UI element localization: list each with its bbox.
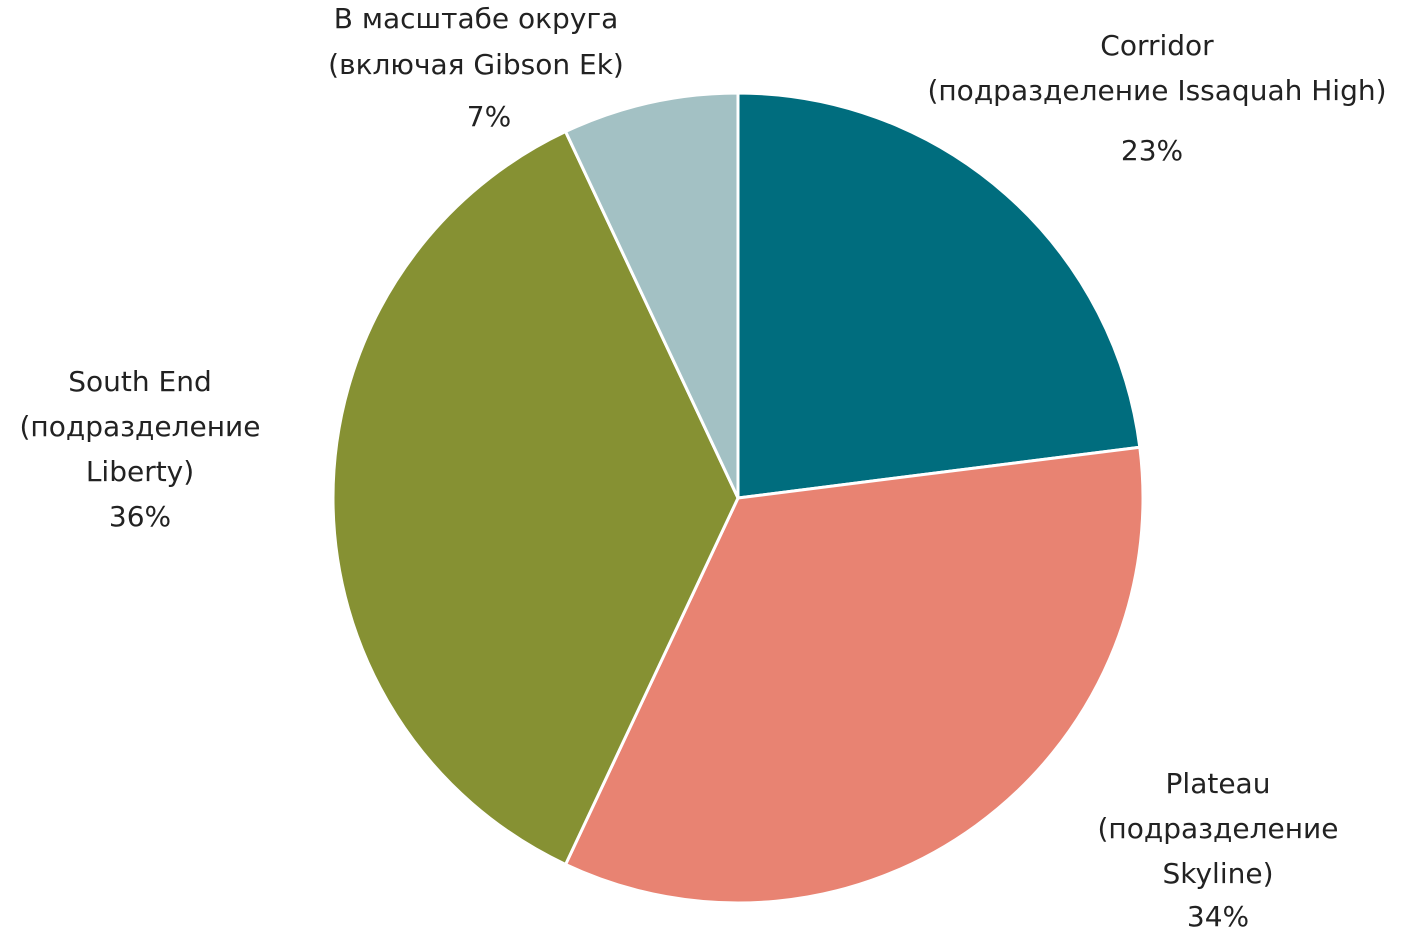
slice-label: Plateau <box>1166 767 1271 800</box>
slice-label: (подразделение <box>20 410 261 443</box>
slice-label: Corridor <box>1100 29 1214 62</box>
value-label: 34% <box>1187 900 1249 933</box>
slice-label: (включая Gibson Ek) <box>328 48 624 81</box>
value-label: 7% <box>467 100 511 133</box>
pie-slice <box>736 91 1142 500</box>
slice-label: Liberty) <box>86 455 194 488</box>
pie-slice <box>563 91 740 499</box>
slice-label: (подразделение Issaquah High) <box>927 74 1386 107</box>
value-label: 23% <box>1121 134 1183 167</box>
slice-label: South End <box>68 365 212 398</box>
slice-label: (подразделение <box>1098 812 1339 845</box>
slice-label: В масштабе округа <box>334 2 619 35</box>
slice-label: Skyline) <box>1162 857 1273 890</box>
pie-slice <box>331 129 740 867</box>
value-label: 36% <box>109 500 171 533</box>
